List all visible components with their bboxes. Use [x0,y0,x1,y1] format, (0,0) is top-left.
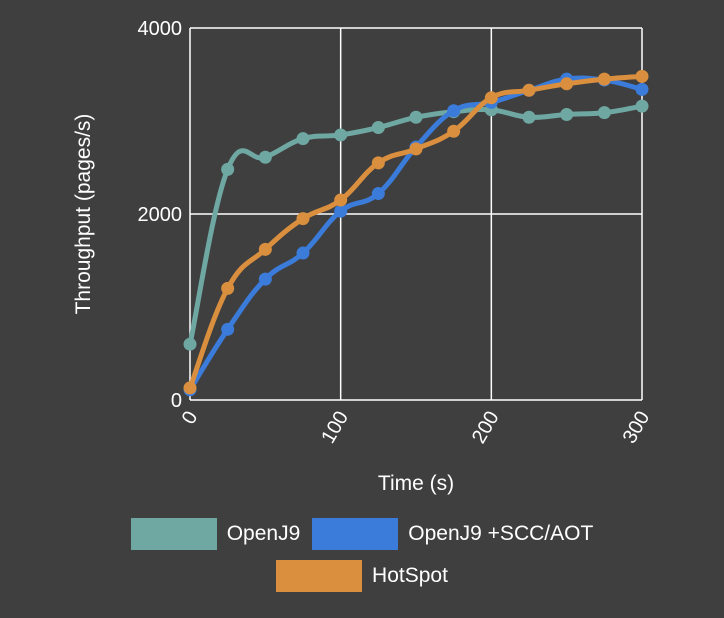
data-point[interactable] [258,272,272,286]
data-point[interactable] [597,72,611,86]
data-point[interactable] [522,83,536,97]
line-chart: 0 2000 4000 0 100 200 300 Time (s) Throughput… [72,18,655,495]
data-point[interactable] [258,150,272,164]
data-point[interactable] [183,337,197,351]
data-point[interactable] [635,82,649,96]
x-tick-label: 0 [178,408,203,429]
y-tick-labels: 0 2000 4000 [138,18,183,412]
data-point[interactable] [522,110,536,124]
data-point[interactable] [447,104,461,118]
data-point[interactable] [635,99,649,113]
data-point[interactable] [334,193,348,207]
legend-item-openj9-scc-aot[interactable]: OpenJ9 +SCC/AOT [312,518,593,550]
y-axis-title: Throughput (pages/s) [72,114,95,315]
legend-swatch-openj9-scc-aot [312,518,399,550]
x-tick-label: 100 [317,408,353,448]
data-point[interactable] [296,132,310,146]
x-axis-title: Time (s) [378,472,454,495]
data-point[interactable] [296,212,310,226]
series-openj9 [183,99,649,351]
data-point[interactable] [597,106,611,120]
data-point[interactable] [371,156,385,170]
series-hotspot [183,69,649,395]
data-point[interactable] [221,162,235,176]
x-tick-labels: 0 100 200 300 [178,408,655,448]
series-layer [183,69,649,397]
legend-item-hotspot[interactable]: HotSpot [276,560,448,592]
data-point[interactable] [183,381,197,395]
x-tick-label: 300 [619,408,655,448]
legend: OpenJ9 OpenJ9 +SCC/AOT HotSpot [0,518,724,602]
data-point[interactable] [221,281,235,295]
data-point[interactable] [447,124,461,138]
data-point[interactable] [296,246,310,260]
legend-swatch-hotspot [276,560,363,592]
legend-row-2: HotSpot [0,560,724,592]
y-tick-label: 0 [171,390,182,412]
data-point[interactable] [334,128,348,142]
data-point[interactable] [334,204,348,218]
legend-swatch-openj9 [130,518,217,550]
data-point[interactable] [221,322,235,336]
legend-label-hotspot: HotSpot [372,564,448,587]
data-point[interactable] [409,110,423,124]
data-point[interactable] [484,91,498,105]
data-point[interactable] [560,77,574,91]
legend-item-openj9[interactable]: OpenJ9 [130,518,301,550]
data-point[interactable] [560,107,574,121]
data-point[interactable] [409,142,423,156]
legend-label-openj9-scc-aot: OpenJ9 +SCC/AOT [408,522,594,545]
data-point[interactable] [258,242,272,256]
data-point[interactable] [371,121,385,135]
legend-row-1: OpenJ9 OpenJ9 +SCC/AOT [0,518,724,550]
legend-label-openj9: OpenJ9 [226,522,301,545]
data-point[interactable] [635,69,649,83]
data-point[interactable] [371,187,385,201]
series-line [187,75,645,393]
y-tick-label: 2000 [138,204,183,226]
x-tick-label: 200 [468,408,504,448]
y-tick-label: 4000 [138,18,183,40]
